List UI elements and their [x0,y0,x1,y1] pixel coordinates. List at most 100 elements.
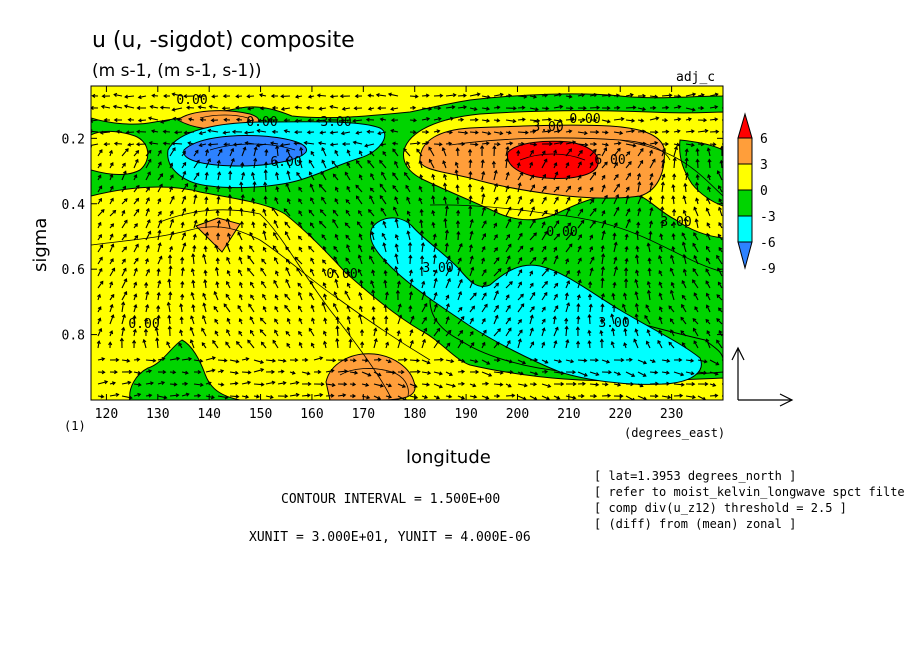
wind-vector-head [179,303,184,308]
wind-vector-head [398,314,403,319]
wind-vector [121,395,132,399]
wind-vector [145,171,151,181]
wind-vector-head [388,383,392,388]
wind-vector [313,394,323,397]
wind-vector-head [669,267,674,272]
wind-vector [601,278,604,289]
wind-vector [121,314,126,325]
wind-vector-head [321,159,326,164]
wind-vector-head [344,290,349,295]
wind-vector-head [335,337,340,342]
wind-vector-head [310,150,315,155]
wind-vector [409,383,418,388]
wind-vector-head [274,171,280,176]
wind-vector-head [444,242,449,247]
wind-vector-head [127,142,132,147]
wind-vector-head [451,105,456,110]
wind-vector [109,210,116,217]
wind-vector-head [294,105,299,110]
wind-vector-head [132,328,137,333]
wind-vector-head [97,306,102,311]
wind-vector-head [518,269,523,273]
wind-vector [517,269,522,277]
wind-vector [457,131,468,134]
wind-vector [469,305,475,313]
wind-vector-head [367,372,372,377]
wind-vector [409,95,418,98]
wind-vector [358,269,363,277]
wind-vector-head [635,229,640,234]
wind-vector [149,142,159,145]
wind-vector-head [587,293,593,298]
wind-vector-head [293,141,298,146]
wind-vector-head [705,280,710,285]
wind-vector [157,256,163,265]
wind-vector [623,293,627,301]
wind-vector-head [438,142,443,147]
wind-vector [373,395,381,400]
wind-vector [330,143,339,146]
wind-vector-head [668,341,673,346]
wind-vector-head [516,162,521,167]
chart-tag: adj_c [676,70,715,85]
notes-block: [ lat=1.3953 degrees_north ][ refer to m… [594,469,904,531]
wind-vector [217,196,220,205]
wind-vector-head [671,232,676,237]
wind-vector [215,267,219,277]
wind-vector-head [529,198,534,203]
wind-vector [277,382,286,385]
wind-vector-head [223,358,228,363]
wind-vector [577,161,582,169]
wind-vector-head [664,118,669,123]
wind-vector-head [611,327,616,332]
wind-vector-head [218,148,223,153]
wind-vector-head [593,394,598,399]
wind-vector [190,339,195,349]
contour-label: 0.00 [326,267,357,282]
wind-vector [145,382,154,385]
wind-vector [249,316,255,325]
wind-vector [553,294,558,301]
wind-vector-head [158,149,162,154]
wind-vector [181,358,192,361]
wind-vector [379,160,387,169]
wind-vector [121,220,128,229]
wind-vector-head [264,148,269,153]
wind-vector-head [519,207,524,212]
wind-vector-head [253,146,258,151]
wind-vector-head [509,370,514,375]
wind-vector [406,161,411,169]
wind-vector-head [274,159,279,164]
wind-vector [517,196,522,205]
wind-vector-head [132,314,137,319]
wind-vector-head [148,141,153,146]
wind-vector [241,358,249,361]
wind-vector-head [158,219,163,224]
wind-vector [358,245,363,253]
wind-vector-head [379,183,384,188]
wind-vector [237,305,243,313]
wind-vector-head [624,278,629,283]
wind-vector [181,393,189,397]
wind-vector-head [259,329,264,333]
wind-vector-head [150,129,155,134]
wind-vector-head [370,245,375,250]
wind-vector [481,131,491,135]
wind-vector-head [587,313,592,318]
wind-vector [505,255,511,265]
wind-vector [361,371,371,377]
wind-vector-head [486,95,491,100]
wind-vector-head [450,359,455,364]
wind-vector-head [333,269,337,273]
wind-vector-head [406,196,411,201]
wind-vector [287,171,291,181]
wind-vector [397,383,406,388]
wind-vector-head [705,207,710,212]
wind-vector-head [596,105,601,110]
wind-vector-head [204,196,209,201]
wind-vector-head [223,142,228,147]
wind-vector-head [191,279,196,284]
contour-label: 0.00 [569,112,600,127]
wind-vector [517,221,522,229]
wind-vector-head [184,183,189,187]
